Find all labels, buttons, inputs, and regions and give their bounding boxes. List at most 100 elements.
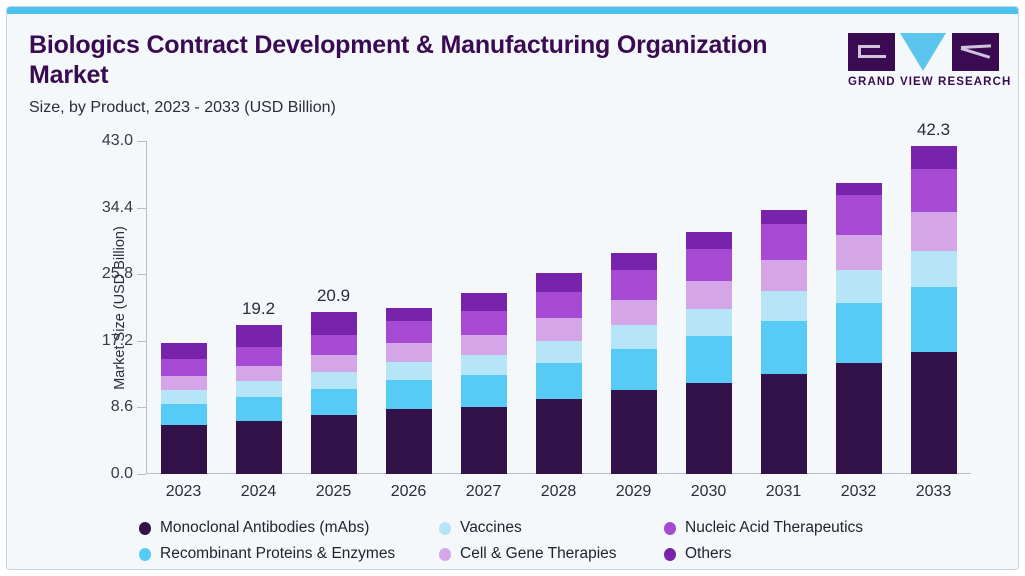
bar-segment[interactable] [910, 146, 957, 169]
legend-swatch-icon [439, 547, 451, 561]
bar-segment[interactable] [235, 420, 282, 474]
bar-segment[interactable] [535, 292, 582, 319]
bar-column[interactable]: 20.9 2025 [297, 141, 371, 500]
bar-segment[interactable] [535, 398, 582, 474]
bar-segment[interactable] [835, 363, 882, 474]
bar-segment[interactable] [235, 365, 282, 382]
bar-column[interactable]: 2026 [372, 141, 446, 500]
bar-segment[interactable] [160, 343, 207, 360]
bar-segment[interactable] [685, 309, 732, 337]
bar-segment[interactable] [385, 307, 432, 322]
bar-segment[interactable] [910, 250, 957, 288]
stacked-bar[interactable] [535, 273, 582, 474]
bar-segment[interactable] [310, 388, 357, 416]
bar-segment[interactable] [235, 396, 282, 421]
bar-segment[interactable] [535, 273, 582, 293]
bar-segment[interactable] [310, 415, 357, 474]
bar-segment[interactable] [310, 354, 357, 372]
x-tick-label: 2023 [165, 483, 202, 500]
bar-segment[interactable] [310, 371, 357, 389]
legend-item[interactable]: Nucleic Acid Therapeutics [664, 515, 929, 541]
bar-segment[interactable] [835, 182, 882, 196]
legend-item[interactable]: Recombinant Proteins & Enzymes [139, 541, 439, 567]
bar-segment[interactable] [310, 312, 357, 335]
bar-segment[interactable] [835, 269, 882, 303]
bar-segment[interactable] [610, 270, 657, 300]
bar-column[interactable]: 2028 [522, 141, 596, 500]
bar-segment[interactable] [685, 231, 732, 249]
bar-segment[interactable] [685, 248, 732, 282]
bar-column[interactable]: 2027 [447, 141, 521, 500]
bar-segment[interactable] [160, 425, 207, 474]
legend-item[interactable]: Cell & Gene Therapies [439, 541, 664, 567]
bar-segment[interactable] [685, 336, 732, 383]
bar-segment[interactable] [685, 281, 732, 310]
bar-segment[interactable] [535, 340, 582, 364]
bar-segment[interactable] [160, 389, 207, 404]
bar-segment[interactable] [910, 352, 957, 474]
bar-segment[interactable] [460, 292, 507, 311]
bar-column[interactable]: 2031 [747, 141, 821, 500]
bar-segment[interactable] [460, 374, 507, 407]
bar-segment[interactable] [760, 320, 807, 375]
bar-segment[interactable] [235, 381, 282, 397]
legend-item[interactable]: Others [664, 541, 929, 567]
bar-column[interactable]: 2030 [672, 141, 746, 500]
stacked-bar[interactable] [310, 312, 357, 474]
bar-segment[interactable] [910, 212, 957, 251]
bar-segment[interactable] [460, 406, 507, 474]
y-tick-mark [137, 407, 146, 409]
bar-segment[interactable] [835, 234, 882, 270]
bar-segment[interactable] [610, 390, 657, 474]
y-tick-label: 8.6 [110, 398, 133, 416]
legend-item[interactable]: Monoclonal Antibodies (mAbs) [139, 515, 439, 541]
bar-column[interactable]: 2023 [147, 141, 221, 500]
bar-segment[interactable] [535, 363, 582, 399]
bar-segment[interactable] [160, 375, 207, 390]
legend-item[interactable]: Vaccines [439, 515, 664, 541]
bar-segment[interactable] [460, 310, 507, 335]
logo-triangle-icon [900, 33, 947, 71]
bar-segment[interactable] [385, 321, 432, 344]
stacked-bar[interactable] [610, 253, 657, 474]
stacked-bar[interactable] [760, 209, 807, 474]
bar-segment[interactable] [235, 325, 282, 348]
bar-column[interactable]: 19.2 2024 [222, 141, 296, 500]
stacked-bar[interactable] [235, 325, 282, 474]
bar-column[interactable]: 2032 [822, 141, 896, 500]
bar-segment[interactable] [235, 347, 282, 366]
bar-segment[interactable] [910, 168, 957, 213]
bar-segment[interactable] [385, 380, 432, 409]
bar-segment[interactable] [160, 403, 207, 426]
stacked-bar[interactable] [160, 343, 207, 474]
stacked-bar[interactable] [685, 231, 732, 474]
bar-segment[interactable] [835, 302, 882, 364]
bar-segment[interactable] [760, 259, 807, 291]
bar-segment[interactable] [385, 408, 432, 474]
stacked-bar[interactable] [835, 182, 882, 474]
bar-segment[interactable] [460, 334, 507, 355]
bar-segment[interactable] [310, 334, 357, 355]
y-tick-mark [137, 207, 146, 209]
bar-segment[interactable] [835, 195, 882, 235]
bar-segment[interactable] [760, 223, 807, 260]
bar-segment[interactable] [760, 374, 807, 474]
stacked-bar[interactable] [460, 292, 507, 474]
bar-segment[interactable] [910, 287, 957, 353]
bar-segment[interactable] [610, 253, 657, 271]
bar-segment[interactable] [610, 349, 657, 391]
bar-segment[interactable] [385, 361, 432, 381]
stacked-bar[interactable] [910, 146, 957, 474]
bar-segment[interactable] [535, 318, 582, 341]
bar-segment[interactable] [685, 382, 732, 474]
bar-segment[interactable] [610, 299, 657, 325]
bar-segment[interactable] [460, 354, 507, 375]
bar-segment[interactable] [760, 209, 807, 224]
bar-segment[interactable] [385, 343, 432, 362]
stacked-bar[interactable] [385, 307, 432, 474]
bar-column[interactable]: 42.3 2033 [897, 120, 971, 500]
bar-column[interactable]: 2029 [597, 141, 671, 500]
bar-segment[interactable] [610, 324, 657, 350]
bar-segment[interactable] [760, 290, 807, 321]
bar-segment[interactable] [160, 359, 207, 376]
